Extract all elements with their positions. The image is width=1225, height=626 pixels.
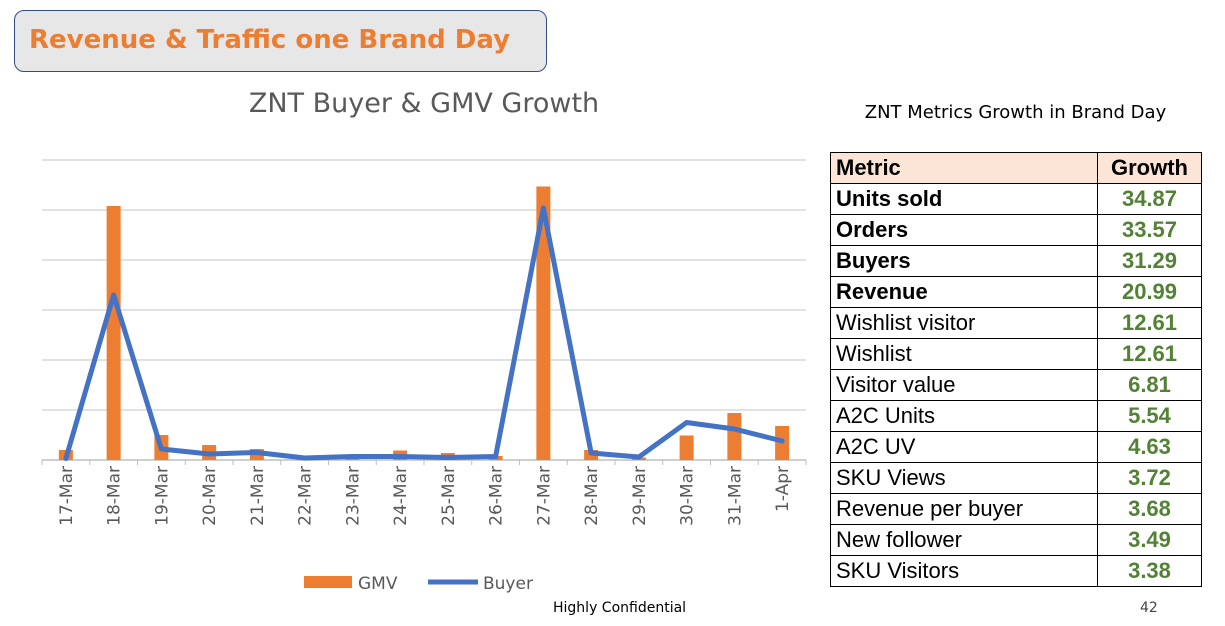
metrics-table: Metric Growth Units sold 34.87 Orders 33.57… — [830, 152, 1202, 587]
metric-header: Metric — [830, 152, 1098, 184]
legend-gmv-label: GMV — [358, 574, 398, 594]
table-row: New follower 3.49 — [830, 524, 1202, 556]
growth-value-cell: 6.81 — [1097, 369, 1202, 401]
x-tick-label: 29-Mar — [630, 466, 650, 526]
confidential-label: Highly Confidential — [553, 600, 687, 616]
growth-value-cell: 3.38 — [1097, 555, 1202, 587]
table-row: Units sold 34.87 — [830, 183, 1202, 215]
x-tick-label: 22-Mar — [296, 466, 316, 526]
x-tick-label: 23-Mar — [343, 466, 363, 526]
metric-name-cell: Wishlist — [830, 338, 1098, 370]
metric-name-cell: New follower — [830, 524, 1098, 556]
x-tick-label: 28-Mar — [582, 466, 602, 526]
slide-title-box: Revenue & Traffic one Brand Day — [14, 10, 547, 72]
legend-buyer-label: Buyer — [483, 574, 533, 594]
slide-title: Revenue & Traffic one Brand Day — [29, 25, 511, 55]
table-row: Buyers 31.29 — [830, 245, 1202, 277]
table-row: Wishlist 12.61 — [830, 338, 1202, 370]
growth-value-cell: 4.63 — [1097, 431, 1202, 463]
x-tick-label: 27-Mar — [534, 466, 554, 526]
gmv-bar — [536, 186, 551, 460]
metric-name-cell: Wishlist visitor — [830, 307, 1098, 339]
growth-value-cell: 31.29 — [1097, 245, 1202, 277]
growth-value-cell: 3.72 — [1097, 462, 1202, 494]
growth-value-cell: 12.61 — [1097, 307, 1202, 339]
gmv-bar — [727, 413, 742, 460]
table-row: Visitor value 6.81 — [830, 369, 1202, 401]
table-header-row: Metric Growth — [830, 152, 1202, 184]
x-tick-label: 24-Mar — [391, 466, 411, 526]
growth-value-cell: 12.61 — [1097, 338, 1202, 370]
metric-name-cell: Buyers — [830, 245, 1098, 277]
buyer-gmv-chart: 17-Mar 18-Mar 19-Mar 20-Mar 21-Mar 22-Mar 23-M… — [41, 159, 807, 594]
growth-header: Growth — [1097, 152, 1202, 184]
metric-name-cell: Visitor value — [830, 369, 1098, 401]
legend-gmv-swatch — [304, 576, 352, 588]
table-row: SKU Visitors 3.38 — [830, 555, 1202, 587]
x-tick-label: 26-Mar — [487, 466, 507, 526]
x-tick-label: 25-Mar — [439, 466, 459, 526]
x-tick-label: 20-Mar — [200, 466, 220, 526]
table-row: Orders 33.57 — [830, 214, 1202, 246]
page-number: 42 — [1140, 600, 1158, 616]
x-tick-label: 30-Mar — [678, 466, 698, 526]
table-row: Revenue per buyer 3.68 — [830, 493, 1202, 525]
chart-title: ZNT Buyer & GMV Growth — [248, 88, 600, 119]
gmv-bar — [106, 206, 121, 460]
metric-name-cell: Units sold — [830, 183, 1098, 215]
x-tick-label: 31-Mar — [725, 466, 745, 526]
buyer-line — [63, 205, 785, 461]
table-row: SKU Views 3.72 — [830, 462, 1202, 494]
growth-value-cell: 20.99 — [1097, 276, 1202, 308]
x-tick-label: 21-Mar — [248, 466, 268, 526]
table-row: A2C Units 5.54 — [830, 400, 1202, 432]
table-title: ZNT Metrics Growth in Brand Day — [864, 102, 1167, 123]
x-tick-label: 17-Mar — [57, 466, 77, 526]
metric-name-cell: Revenue per buyer — [830, 493, 1098, 525]
growth-value-cell: 3.68 — [1097, 493, 1202, 525]
metric-name-cell: A2C UV — [830, 431, 1098, 463]
growth-value-cell: 5.54 — [1097, 400, 1202, 432]
metric-name-cell: SKU Visitors — [830, 555, 1098, 587]
table-row: Wishlist visitor 12.61 — [830, 307, 1202, 339]
metric-name-cell: Orders — [830, 214, 1098, 246]
table-row: A2C UV 4.63 — [830, 431, 1202, 463]
x-tick-label: 1-Apr — [773, 466, 793, 512]
growth-value-cell: 3.49 — [1097, 524, 1202, 556]
gmv-bar — [679, 435, 694, 460]
table-row: Revenue 20.99 — [830, 276, 1202, 308]
x-tick-label: 18-Mar — [105, 466, 125, 526]
metric-name-cell: SKU Views — [830, 462, 1098, 494]
metric-name-cell: Revenue — [830, 276, 1098, 308]
metric-name-cell: A2C Units — [830, 400, 1098, 432]
x-tick-label: 19-Mar — [152, 466, 172, 526]
growth-value-cell: 34.87 — [1097, 183, 1202, 215]
growth-value-cell: 33.57 — [1097, 214, 1202, 246]
